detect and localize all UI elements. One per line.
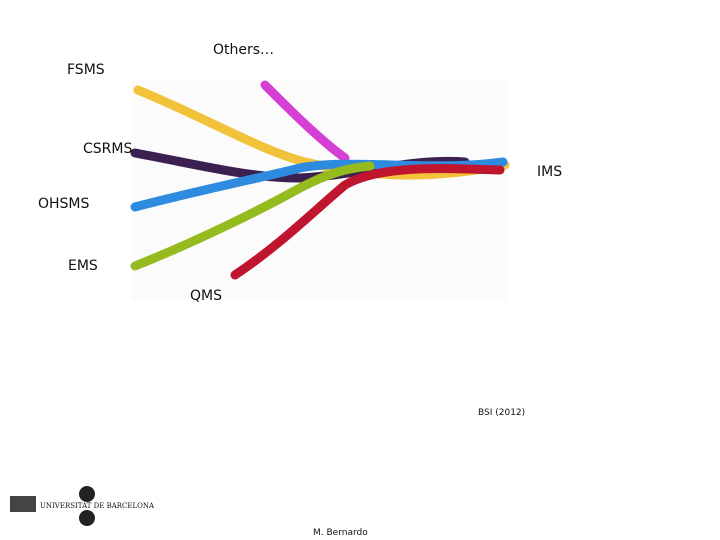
label-others: Others… (213, 42, 275, 58)
label-ohsms: OHSMS (38, 196, 90, 212)
cable-yellow (133, 85, 510, 180)
cable-red (230, 164, 505, 280)
logo-mark (10, 496, 36, 512)
label-ems: EMS (68, 258, 98, 274)
logo-circle-top (79, 486, 95, 502)
source: BSI (2012) (478, 408, 526, 418)
logo-circle-bottom (79, 510, 95, 526)
label-fsms: FSMS (67, 62, 105, 78)
cable-magenta (260, 80, 350, 163)
label-csrms: CSRMS (83, 141, 133, 157)
label-ims: IMS (537, 164, 563, 180)
cable-green (130, 161, 375, 271)
logo-text: UNIVERSITAT DE BARCELONA (40, 502, 155, 510)
label-qms: QMS (190, 288, 222, 304)
author: M. Bernardo (313, 528, 368, 538)
